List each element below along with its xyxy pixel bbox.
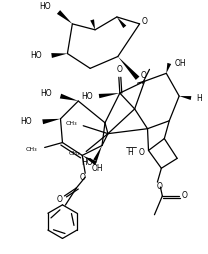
Polygon shape [93,146,102,161]
Text: H: H [196,93,202,103]
Text: O: O [117,65,123,74]
Polygon shape [117,17,126,28]
Text: O: O [139,148,145,157]
Polygon shape [82,155,97,165]
Text: OH: OH [91,164,103,173]
Polygon shape [179,96,191,100]
Text: O: O [142,17,147,26]
Text: HO: HO [39,2,51,11]
Polygon shape [42,119,61,124]
Polygon shape [60,94,78,101]
Text: O: O [79,173,85,182]
Text: CH₃: CH₃ [66,121,77,126]
Polygon shape [57,10,72,24]
Text: CH₃: CH₃ [69,151,80,156]
Text: HO: HO [20,117,32,126]
Polygon shape [166,63,171,73]
Text: HO: HO [40,89,51,98]
Polygon shape [118,56,139,80]
Polygon shape [99,93,120,98]
Text: H: H [127,148,132,157]
Polygon shape [90,19,95,30]
Text: O: O [141,71,146,80]
Text: CH₃: CH₃ [25,147,37,152]
Text: O: O [181,192,187,200]
Text: HO: HO [82,91,93,101]
Text: OH: OH [174,59,186,68]
Text: O: O [57,195,62,204]
Text: HO: HO [30,51,42,60]
Text: HO: HO [82,158,93,167]
Polygon shape [51,53,67,58]
Text: O: O [156,182,162,190]
